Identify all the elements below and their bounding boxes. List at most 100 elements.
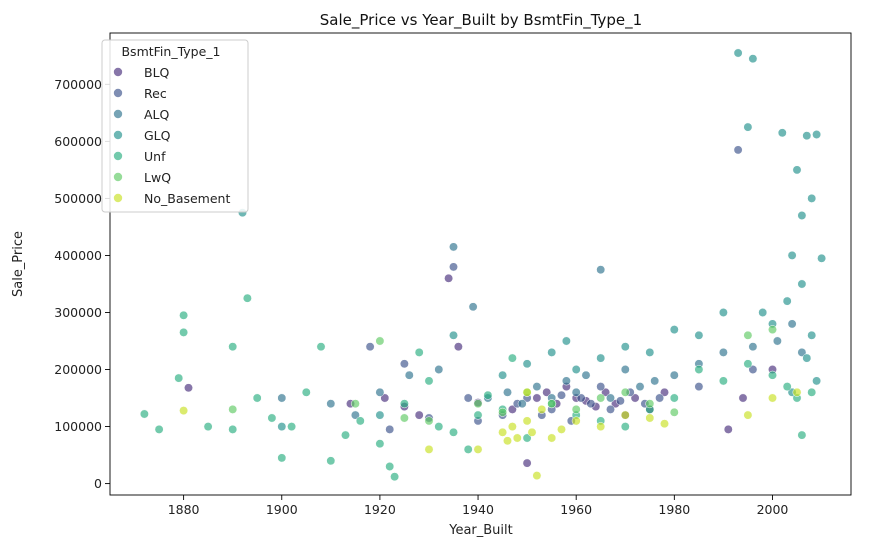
data-point-no-basement [522,387,532,397]
data-point-glq [812,130,822,139]
legend-label: ALQ [144,107,170,122]
data-point-alq [606,393,615,403]
data-point-alq [620,365,630,374]
data-point-alq [748,342,758,352]
data-point-alq [669,370,679,380]
data-point-rec [596,382,606,392]
data-point-no-basement [424,444,434,454]
x-tick-label: 2000 [757,502,789,517]
data-point-alq [797,347,807,357]
legend-marker [113,67,123,77]
data-point-alq [561,376,571,386]
data-point-glq [547,347,557,357]
data-point-glq [817,253,827,263]
data-point-rec [694,382,704,392]
data-point-alq [375,387,385,397]
data-point-alq [787,319,797,329]
data-point-glq [802,353,812,363]
data-point-alq [449,242,458,252]
y-axis-label: Sale_Price [11,231,26,297]
data-point-alq [434,365,444,374]
data-point-no-basement [660,419,669,429]
data-point-unf [449,427,458,437]
data-point-unf [174,373,184,383]
data-point-no-basement [743,410,753,420]
data-point-rec [365,342,375,352]
data-point-rec [733,145,743,155]
y-tick-label: 700000 [54,77,102,92]
data-point-lwq [228,404,238,414]
chart-title: Sale_Price vs Year_Built by BsmtFin_Type… [320,11,642,30]
data-point-lwq [473,399,483,409]
legend-marker [113,130,123,140]
data-point-glq [561,336,571,346]
x-axis-label: Year_Built [448,523,513,538]
data-point-lwq [571,404,581,414]
data-point-glq [748,54,758,64]
x-tick-label: 1900 [266,502,298,517]
data-point-blq [660,387,669,397]
data-point-unf [463,444,473,454]
data-point-no-basement [537,404,547,414]
data-point-lwq [498,407,508,417]
data-point-unf [326,456,336,466]
legend-marker [113,172,123,182]
legend-label: Unf [144,149,166,164]
data-point-glq [277,422,287,432]
legend-label: LwQ [144,170,171,185]
data-point-glq [669,325,679,335]
data-point-rec [748,365,758,374]
data-point-unf [179,327,189,337]
data-point-blq [723,424,733,434]
data-point-lwq [620,387,630,397]
data-point-unf [277,453,287,463]
data-point-glq [571,365,581,374]
data-point-glq [812,376,822,386]
data-point-alq [277,393,287,403]
data-point-unf [797,430,807,440]
data-point-blq [380,393,390,403]
legend-marker [113,193,123,203]
data-point-no-basement [179,406,189,416]
data-point-rec [606,404,615,414]
y-tick-label: 500000 [54,191,102,206]
data-point-alq [571,387,581,397]
data-point-blq [522,458,532,468]
data-point-glq [498,370,508,380]
data-point-unf [414,347,424,357]
data-point-blq [601,387,611,397]
legend-label: Rec [144,86,167,101]
data-point-unf [782,382,792,392]
data-point-unf [139,409,149,419]
data-point-alq [532,382,542,392]
data-point-unf [483,390,493,400]
data-point-unf [252,393,262,403]
data-point-blq [630,393,640,403]
y-tick-label: 600000 [54,134,102,149]
data-point-alq [596,265,606,275]
data-point-blq [507,404,517,414]
data-point-unf [203,422,213,432]
data-point-no-basement [522,416,532,426]
data-point-unf [473,410,483,420]
legend-marker [113,109,123,119]
x-tick-label: 1880 [168,502,200,517]
data-point-glq [743,122,753,132]
data-point-unf [620,422,630,432]
data-point-rec [399,359,409,369]
data-point-blq [444,273,454,283]
data-point-unf [434,422,444,432]
data-point-glq [797,279,807,289]
legend-marker [113,151,123,161]
data-point-no-basement [507,422,517,432]
legend-title: BsmtFin_Type_1 [121,44,220,59]
data-point-lwq [350,399,360,409]
data-point-rec [449,262,458,272]
legend-box [101,39,249,213]
data-point-unf [743,359,753,369]
data-point-rec [576,393,586,403]
data-point-blq [184,383,193,393]
data-point-rec [557,390,566,400]
data-point-alq [503,387,512,397]
y-tick-label: 100000 [54,419,102,434]
